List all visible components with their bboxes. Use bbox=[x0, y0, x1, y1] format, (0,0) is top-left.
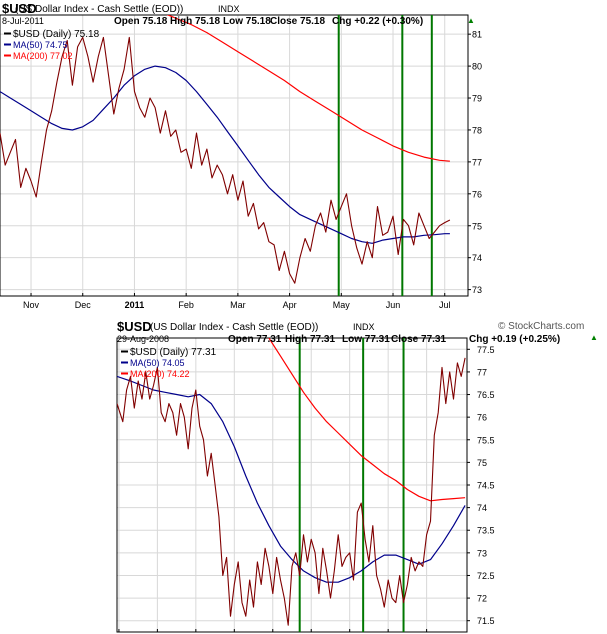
top-x-tick-label: Dec bbox=[75, 300, 92, 310]
bottom-header-exchange: INDX bbox=[353, 322, 375, 332]
bottom-header-high: High 77.31 bbox=[285, 334, 335, 345]
top-header-high: High 75.18 bbox=[170, 16, 220, 27]
top-y-tick-label: 80 bbox=[472, 62, 482, 72]
bottom-header-change: Chg +0.19 (+0.25%) bbox=[469, 334, 560, 345]
top-legend-label-ma50: MA(50) 74.75 bbox=[13, 40, 68, 50]
bottom-header-symbol: $USD bbox=[117, 319, 152, 334]
top-y-tick-label: 78 bbox=[472, 125, 482, 135]
top-y-tick-label: 77 bbox=[472, 157, 482, 167]
top-x-tick-label: Feb bbox=[178, 300, 194, 310]
top-y-tick-label: 81 bbox=[472, 30, 482, 40]
bottom-y-tick-label: 73.5 bbox=[477, 526, 495, 536]
top-header-open: Open 75.18 bbox=[114, 16, 168, 27]
bottom-y-tick-label: 75.5 bbox=[477, 435, 495, 445]
top-header-symbol: $USD bbox=[2, 1, 37, 16]
top-header-date: 8-Jul-2011 bbox=[2, 16, 44, 26]
bottom-header-close: Close 77.31 bbox=[391, 334, 446, 345]
top-y-tick-label: 75 bbox=[472, 221, 482, 231]
top-x-tick-label: Nov bbox=[23, 300, 40, 310]
bottom-y-tick-label: 73 bbox=[477, 548, 487, 558]
bottom-y-tick-label: 72.5 bbox=[477, 571, 495, 581]
bottom-legend-label-ma200: MA(200) 74.22 bbox=[130, 369, 190, 379]
top-header-name: (US Dollar Index - Cash Settle (EOD)) bbox=[15, 4, 183, 15]
bottom-price-line bbox=[117, 357, 466, 626]
top-x-tick-label: Mar bbox=[230, 300, 246, 310]
bottom-ma200-line bbox=[268, 338, 466, 502]
top-x-tick-label: Apr bbox=[283, 300, 297, 310]
top-x-tick-label: May bbox=[333, 300, 351, 310]
bottom-chart-panel: Dec2008FebMarAprMayJunJulAug71.57272.573… bbox=[116, 319, 598, 633]
bottom-plot-area bbox=[117, 338, 466, 632]
bottom-y-tick-label: 71.5 bbox=[477, 616, 495, 626]
bottom-y-tick-label: 75 bbox=[477, 458, 487, 468]
top-x-tick-label: 2011 bbox=[125, 300, 145, 310]
bottom-header-open: Open 77.31 bbox=[228, 334, 282, 345]
top-header-low: Low 75.18 bbox=[223, 16, 271, 27]
bottom-y-tick-label: 76.5 bbox=[477, 390, 495, 400]
bottom-legend-label-price: $USD (Daily) 77.31 bbox=[130, 347, 217, 358]
bottom-y-tick-label: 77 bbox=[477, 367, 487, 377]
bottom-y-tick-label: 76 bbox=[477, 413, 487, 423]
bottom-header-date: 29-Aug-2008 bbox=[117, 334, 169, 344]
bottom-header-low: Low 77.31 bbox=[342, 334, 390, 345]
top-up-triangle-icon: ▲ bbox=[467, 16, 475, 25]
bottom-y-tick-label: 74 bbox=[477, 503, 487, 513]
top-y-tick-label: 73 bbox=[472, 285, 482, 295]
top-price-line bbox=[0, 36, 451, 284]
top-y-tick-label: 74 bbox=[472, 253, 482, 263]
top-chart-panel: Nov Dec 2011 Feb Mar Apr May Jun Jul 73 74 75 76 77 78… bbox=[0, 1, 482, 310]
top-x-tick-label: Jul bbox=[439, 300, 451, 310]
top-ma50-line bbox=[0, 65, 450, 244]
bottom-header-name: (US Dollar Index - Cash Settle (EOD)) bbox=[150, 322, 318, 333]
bottom-y-tick-label: 74.5 bbox=[477, 481, 495, 491]
top-header-exchange: INDX bbox=[218, 4, 240, 14]
top-legend-label-ma200: MA(200) 77.02 bbox=[13, 51, 73, 61]
bottom-stockcharts-watermark: © StockCharts.com bbox=[498, 321, 584, 332]
top-y-tick-label: 76 bbox=[472, 189, 482, 199]
top-x-tick-label: Jun bbox=[386, 300, 401, 310]
bottom-legend-label-ma50: MA(50) 74.05 bbox=[130, 358, 185, 368]
bottom-y-tick-label: 72 bbox=[477, 594, 487, 604]
top-header-close: Close 75.18 bbox=[270, 16, 325, 27]
top-plot-frame bbox=[0, 14, 469, 297]
top-ma200-line bbox=[166, 15, 450, 162]
top-y-tick-label: 79 bbox=[472, 94, 482, 104]
bottom-y-tick-label: 77.5 bbox=[477, 345, 495, 355]
bottom-up-triangle-icon: ▲ bbox=[590, 333, 598, 342]
top-plot-area bbox=[0, 15, 451, 296]
bottom-ma50-line bbox=[117, 375, 466, 583]
top-legend-label-price: $USD (Daily) 75.18 bbox=[13, 29, 100, 40]
top-header-change: Chg +0.22 (+0.30%) bbox=[332, 16, 423, 27]
